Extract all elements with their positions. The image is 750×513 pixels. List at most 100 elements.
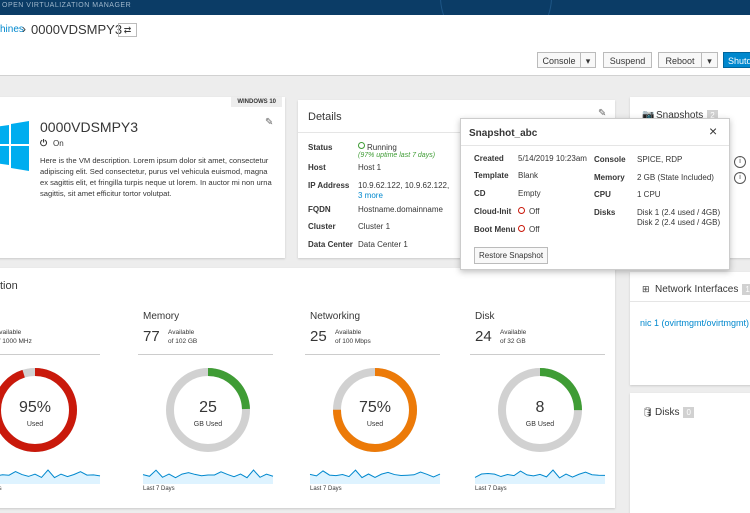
sparkline-area: [0, 470, 100, 484]
popover-value: SPICE, RDP: [637, 155, 683, 164]
donut-arc: [166, 368, 250, 452]
detail-label: Status: [308, 143, 333, 152]
detail-link[interactable]: 3 more: [358, 191, 383, 200]
popover-value: Empty: [518, 189, 541, 198]
breadcrumb-separator: ›: [22, 22, 26, 36]
donut-arc: [0, 368, 77, 452]
info-icon[interactable]: i: [734, 156, 746, 168]
donut-unit: GB Used: [194, 421, 223, 428]
detail-value: 10.9.62.122, 10.9.62.122,: [358, 181, 450, 190]
detail-label: Host: [308, 163, 326, 172]
off-icon: [518, 207, 525, 214]
popover-label: CPU: [594, 190, 611, 199]
donut-center: 8: [536, 399, 545, 416]
popover-value: 2 GB (State Included): [637, 173, 714, 182]
available-unit: of 100 Mbps: [335, 338, 371, 345]
popover-label: Disks: [594, 208, 616, 217]
product-name: OPEN VIRTUALIZATION MANAGER: [2, 2, 132, 9]
sparkline-area: [475, 470, 605, 484]
detail-value: Data Center 1: [358, 240, 408, 249]
top-bar: [0, 15, 750, 76]
network-icon: ⊞: [642, 284, 650, 294]
vm-name: 0000VDSMPY3: [40, 119, 139, 135]
donut-arc: [498, 368, 582, 452]
popover-label: Console: [594, 155, 626, 164]
donut-center: 25: [199, 399, 217, 416]
switch-vm-button[interactable]: ⇄: [118, 23, 137, 37]
popover-label: Cloud-Init: [474, 207, 512, 216]
detail-note: (97% uptime last 7 days): [358, 152, 436, 159]
available-unit: of 102 GB: [168, 338, 198, 345]
nic-item[interactable]: nic 1 (ovirtmgmt/ovirtmgmt): [640, 318, 750, 328]
popover-value: Disk 2 (2.4 used / 4GB): [637, 218, 721, 227]
metric-title: Disk: [475, 311, 495, 322]
sparkline-area: [310, 470, 440, 484]
network-card: ⊞ Network Interfaces 1 nic 1 (ovirtmgmt/o…: [630, 272, 750, 385]
restore-snapshot-button[interactable]: Restore Snapshot: [474, 247, 549, 264]
donut-center: 75%: [359, 399, 391, 416]
status-icon: [358, 142, 365, 149]
popover-label: Boot Menu: [474, 225, 516, 234]
detail-label: IP Address: [308, 181, 350, 190]
period-label: Last 7 Days: [475, 486, 507, 492]
popover-label: Template: [474, 171, 509, 180]
breadcrumb-parent[interactable]: hines: [0, 24, 24, 35]
detail-value: Hostname.domainname: [358, 205, 443, 214]
available-value: 24: [475, 328, 492, 345]
vm-card: WINDOWS 10 0000VDSMPY3 ✎ ⏻ On Here is th…: [0, 97, 285, 258]
divider: [0, 354, 100, 355]
available-label: Available: [0, 329, 22, 336]
sparkline: [474, 469, 606, 479]
network-count: 1: [742, 284, 750, 295]
popover-value: Disk 1 (2.4 used / 4GB): [637, 208, 721, 217]
detail-label: Data Center: [308, 240, 353, 249]
disks-card: 🛢 Disks 0: [630, 393, 750, 513]
donut-arc: [333, 368, 417, 452]
metric-title: Memory: [143, 311, 180, 322]
period-label: Last 7 Days: [0, 486, 2, 492]
divider: [470, 354, 605, 355]
disks-title: Disks 0: [655, 407, 694, 418]
divider: [138, 354, 273, 355]
snapshots-title: Snapshots 2: [656, 110, 718, 121]
console-button[interactable]: Console: [537, 52, 581, 68]
reboot-dropdown[interactable]: ▾: [701, 52, 718, 68]
detail-label: FQDN: [308, 205, 331, 214]
shutdown-button[interactable]: Shutd: [723, 52, 750, 68]
edit-icon[interactable]: ✎: [265, 117, 274, 128]
popover-close[interactable]: ×: [709, 123, 718, 139]
available-label: Available: [500, 329, 527, 336]
divider: [305, 354, 440, 355]
snapshot-popover: Snapshot_abc × Restore Snapshot Created 5…: [460, 118, 730, 270]
donut-unit: Used: [27, 421, 43, 428]
available-label: Available: [168, 329, 195, 336]
os-badge: WINDOWS 10: [231, 97, 282, 107]
disks-icon: 🛢: [642, 407, 654, 417]
utilization-donut: 75% Used: [309, 368, 441, 484]
masthead: OPEN VIRTUALIZATION MANAGER: [0, 0, 750, 15]
period-label: Last 7 Days: [143, 486, 175, 492]
camera-icon: 📷: [642, 110, 655, 121]
console-dropdown[interactable]: ▾: [580, 52, 596, 68]
edit-icon[interactable]: ✎: [598, 108, 607, 119]
info-icon[interactable]: i: [734, 172, 746, 184]
utilization-donut: 8 GB Used: [474, 368, 606, 484]
available-unit: of 32 GB: [500, 338, 526, 345]
network-title-text: Network Interfaces: [655, 284, 739, 295]
popover-label: CD: [474, 189, 486, 198]
reboot-button[interactable]: Reboot: [658, 52, 702, 68]
vm-state: On: [53, 139, 64, 148]
os-icon: [0, 121, 29, 171]
suspend-button[interactable]: Suspend: [603, 52, 652, 68]
sparkline: [142, 469, 274, 479]
metric-title: Networking: [310, 311, 361, 322]
off-icon: [518, 225, 525, 232]
sparkline: [309, 469, 441, 479]
power-icon: ⏻: [40, 138, 48, 148]
detail-value: Host 1: [358, 163, 382, 172]
sparkline: [0, 469, 101, 479]
network-title: Network Interfaces 1: [655, 284, 750, 295]
popover-label: Memory: [594, 173, 625, 182]
breadcrumb-current: 0000VDSMPY3: [31, 22, 123, 37]
available-label: Available: [335, 329, 362, 336]
